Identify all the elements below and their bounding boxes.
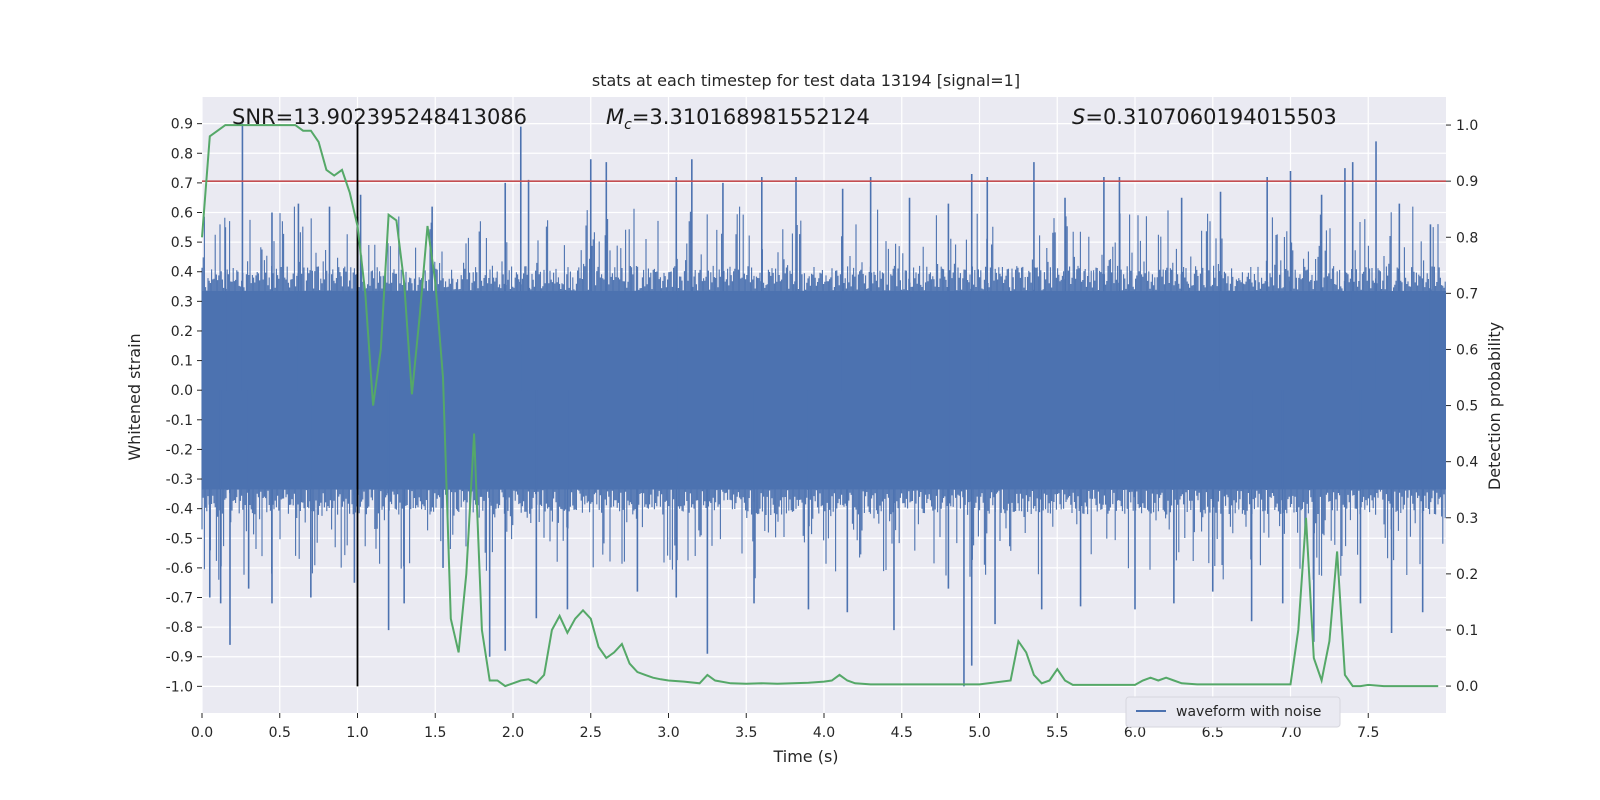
legend-box — [1125, 696, 1341, 728]
mc-subscript: c — [624, 117, 632, 133]
y-tick-label: -1.0 — [166, 679, 193, 695]
x-tick-label: 1.0 — [346, 725, 368, 741]
y2-tick-label: 0.9 — [1456, 174, 1478, 190]
s-value: =0.3107060194015503 — [1085, 105, 1336, 129]
y2-tick-label: 0.4 — [1456, 455, 1478, 471]
x-tick-label: 0.0 — [191, 725, 213, 741]
y2-tick-label: 0.3 — [1456, 511, 1478, 527]
y-tick-label: -0.8 — [166, 620, 193, 636]
x-tick-label: 6.5 — [1202, 725, 1224, 741]
y2-tick-label: 0.1 — [1456, 623, 1478, 639]
x-tick-label: 1.5 — [424, 725, 446, 741]
waveform-series — [201, 123, 1446, 687]
x-tick-label: 5.0 — [968, 725, 990, 741]
x-tick-label: 0.5 — [269, 725, 291, 741]
y2-tick-label: 0.8 — [1456, 230, 1478, 246]
y-tick-label: -0.3 — [166, 472, 193, 488]
x-tick-label: 2.0 — [502, 725, 524, 741]
legend: waveform with noise — [1125, 696, 1341, 728]
y2-tick-label: 0.6 — [1456, 342, 1478, 358]
x-tick-label: 4.5 — [891, 725, 913, 741]
y-tick-label: -0.5 — [166, 531, 193, 547]
y-tick-label: 0.6 — [171, 206, 193, 222]
y-tick-label: 0.4 — [171, 265, 193, 281]
x-tick-label: 2.5 — [580, 725, 602, 741]
y2-tick-label: 0.5 — [1456, 399, 1478, 415]
chart-title: stats at each timestep for test data 131… — [592, 71, 1020, 90]
y-tick-label: -0.6 — [166, 561, 193, 577]
x-axis-ticks: 0.0 0.5 1.0 1.5 2.0 2.5 3.0 3.5 4.0 4.5 5.0 5.5 6.0 6… — [191, 713, 1379, 741]
y-tick-label: 0.5 — [171, 235, 193, 251]
legend-label: waveform with noise — [1176, 704, 1321, 720]
snr-annotation: SNR=13.902395248413086 — [232, 105, 527, 129]
y2-axis-ticks: 1.0 0.9 0.8 0.7 0.6 0.5 0.4 0.3 0.2 0.1 0.0 — [1446, 118, 1478, 695]
x-tick-label: 7.5 — [1357, 725, 1379, 741]
probability-line — [201, 124, 1439, 688]
y-tick-label: 0.0 — [171, 383, 193, 399]
y2-tick-label: 0.7 — [1456, 286, 1478, 302]
y2-axis-label: Detection probability — [1485, 322, 1504, 490]
mc-annotation: Mc=3.310168981552124 — [606, 105, 870, 133]
y-tick-label: 0.7 — [171, 176, 193, 192]
y-tick-label: -0.1 — [166, 413, 193, 429]
s-symbol: S — [1072, 105, 1085, 129]
x-tick-label: 5.5 — [1046, 725, 1068, 741]
y-axis-ticks: 0.9 0.8 0.7 0.6 0.5 0.4 0.3 0.2 0.1 0.0 -0.1 -0.2 -0… — [166, 117, 202, 695]
x-tick-label: 3.5 — [735, 725, 757, 741]
y2-tick-label: 0.2 — [1456, 567, 1478, 583]
x-tick-label: 3.0 — [657, 725, 679, 741]
y-axis-label: Whitened strain — [125, 333, 144, 460]
x-tick-label: 4.0 — [813, 725, 835, 741]
y-tick-label: 0.1 — [171, 354, 193, 370]
x-tick-label: 6.0 — [1124, 725, 1146, 741]
y-tick-label: -0.2 — [166, 442, 193, 458]
x-axis-label: Time (s) — [772, 747, 838, 766]
y-tick-label: -0.7 — [166, 591, 193, 607]
x-tick-label: 7.0 — [1279, 725, 1301, 741]
s-annotation: S=0.3107060194015503 — [1072, 105, 1337, 129]
y-tick-label: 0.8 — [171, 146, 193, 162]
y2-tick-label: 0.0 — [1456, 679, 1478, 695]
y-tick-label: 0.2 — [171, 324, 193, 340]
y2-tick-label: 1.0 — [1456, 118, 1478, 134]
y-tick-label: 0.9 — [171, 117, 193, 133]
y-tick-label: 0.3 — [171, 294, 193, 310]
mc-symbol: M — [606, 105, 624, 129]
mc-value: =3.310168981552124 — [632, 105, 870, 129]
y-tick-label: -0.9 — [166, 650, 193, 666]
y-tick-label: -0.4 — [166, 502, 193, 518]
